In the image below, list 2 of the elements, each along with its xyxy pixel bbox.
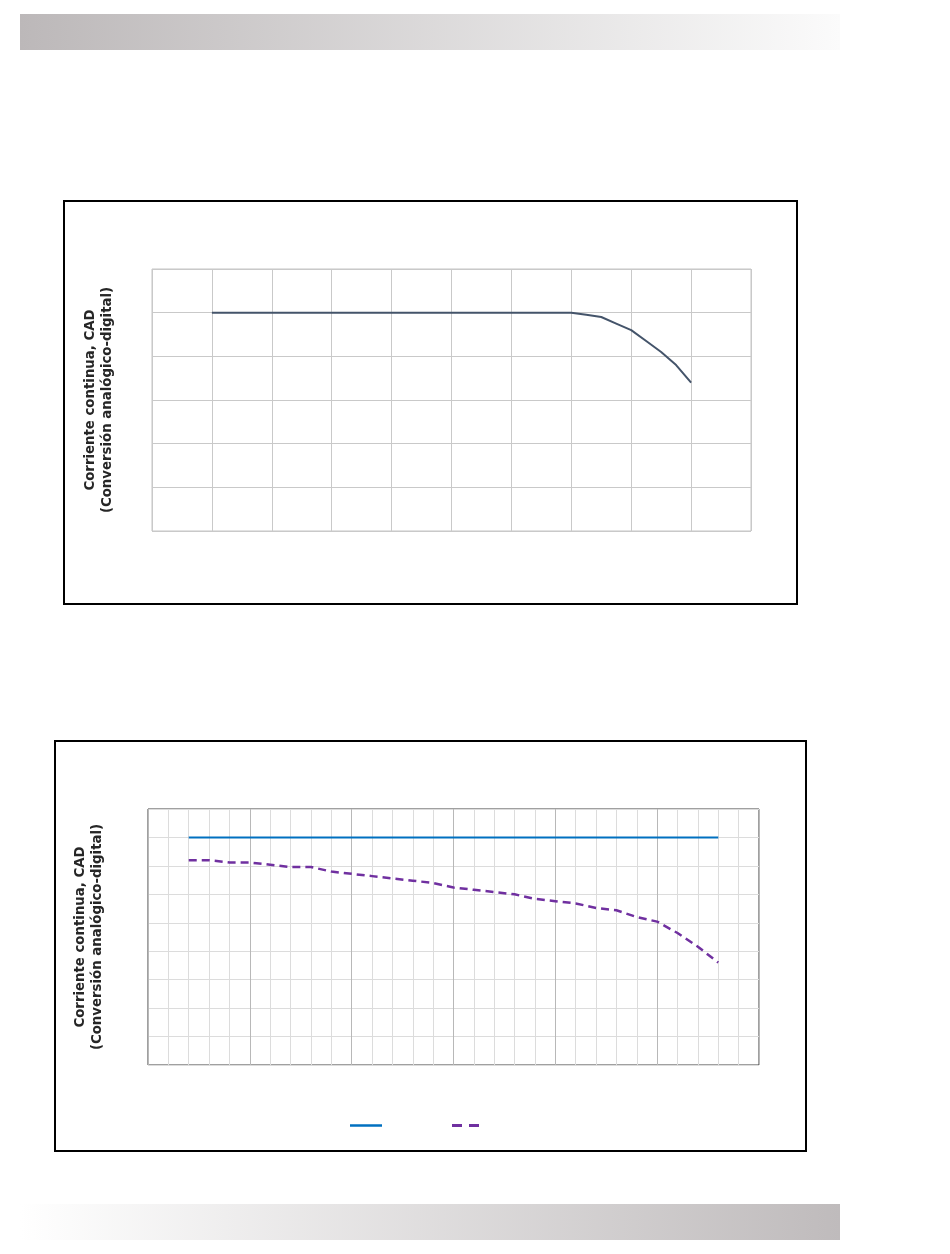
y-axis-title: Corriente continua, CAD (Conversión analógico-digital) [72,823,104,1051]
y-axis-title: Corriente continua, CAD (Conversión analógico-digital) [82,286,114,514]
